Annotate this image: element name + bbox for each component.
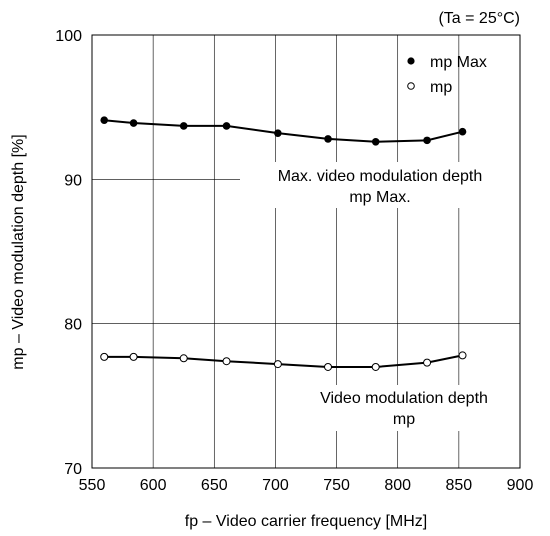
y-tick-label: 80 <box>64 317 82 334</box>
data-point-mp-max <box>222 122 231 130</box>
mp-annotation-line2: mp <box>393 411 415 428</box>
max-annotation-line1: Max. video modulation depth <box>278 168 483 185</box>
series-layer <box>100 116 467 371</box>
data-point-mp-max <box>274 129 282 137</box>
x-tick-label: 550 <box>79 477 106 494</box>
mp-annotation-backing <box>292 385 520 431</box>
x-tick-label: 900 <box>507 477 534 494</box>
legend-marker-mp <box>407 82 415 90</box>
legend-label-mp: mp <box>430 79 452 96</box>
data-point-mp-max <box>423 136 431 145</box>
data-point-mp-max <box>458 127 467 136</box>
x-tick-label: 850 <box>446 477 473 494</box>
data-point-mp <box>179 354 188 363</box>
condition-note: (Ta = 25°C) <box>438 10 520 27</box>
x-tick-label: 750 <box>323 477 350 494</box>
x-tick-label: 650 <box>201 477 228 494</box>
max-annotation-backing <box>240 162 522 208</box>
axis-ticks: 550 600 650 700 750 800 850 900 70 80 90 100 <box>55 28 533 494</box>
data-point-mp-max <box>100 116 109 124</box>
y-tick-label: 100 <box>55 28 82 45</box>
data-point-mp <box>423 358 432 367</box>
data-point-mp-max <box>129 119 138 127</box>
y-tick-label: 90 <box>64 172 82 189</box>
data-point-mp <box>222 357 231 366</box>
mp-annotation-line1: Video modulation depth <box>320 390 488 407</box>
y-tick-label: 70 <box>64 461 82 478</box>
grid <box>92 35 520 468</box>
data-point-mp <box>371 362 380 371</box>
data-point-mp <box>100 352 109 361</box>
legend: mp Max mp <box>407 54 487 96</box>
x-axis-label: fp – Video carrier frequency [MHz] <box>185 513 427 530</box>
legend-marker-mp-max <box>407 57 415 65</box>
max-annotation-line2: mp Max. <box>349 189 410 206</box>
plot-frame <box>91 34 521 469</box>
x-tick-label: 800 <box>384 477 411 494</box>
data-point-mp <box>129 352 138 361</box>
data-point-mp <box>324 362 333 371</box>
data-point-mp <box>458 351 467 360</box>
x-tick-label: 600 <box>140 477 167 494</box>
data-point-mp-max <box>371 138 380 146</box>
legend-label-mp-max: mp Max <box>430 54 487 71</box>
y-axis-label: mp – Video modulation depth [%] <box>10 134 27 369</box>
data-point-mp-max <box>179 122 188 130</box>
x-tick-label: 700 <box>262 477 289 494</box>
data-point-mp <box>273 360 282 369</box>
data-point-mp-max <box>324 135 332 143</box>
